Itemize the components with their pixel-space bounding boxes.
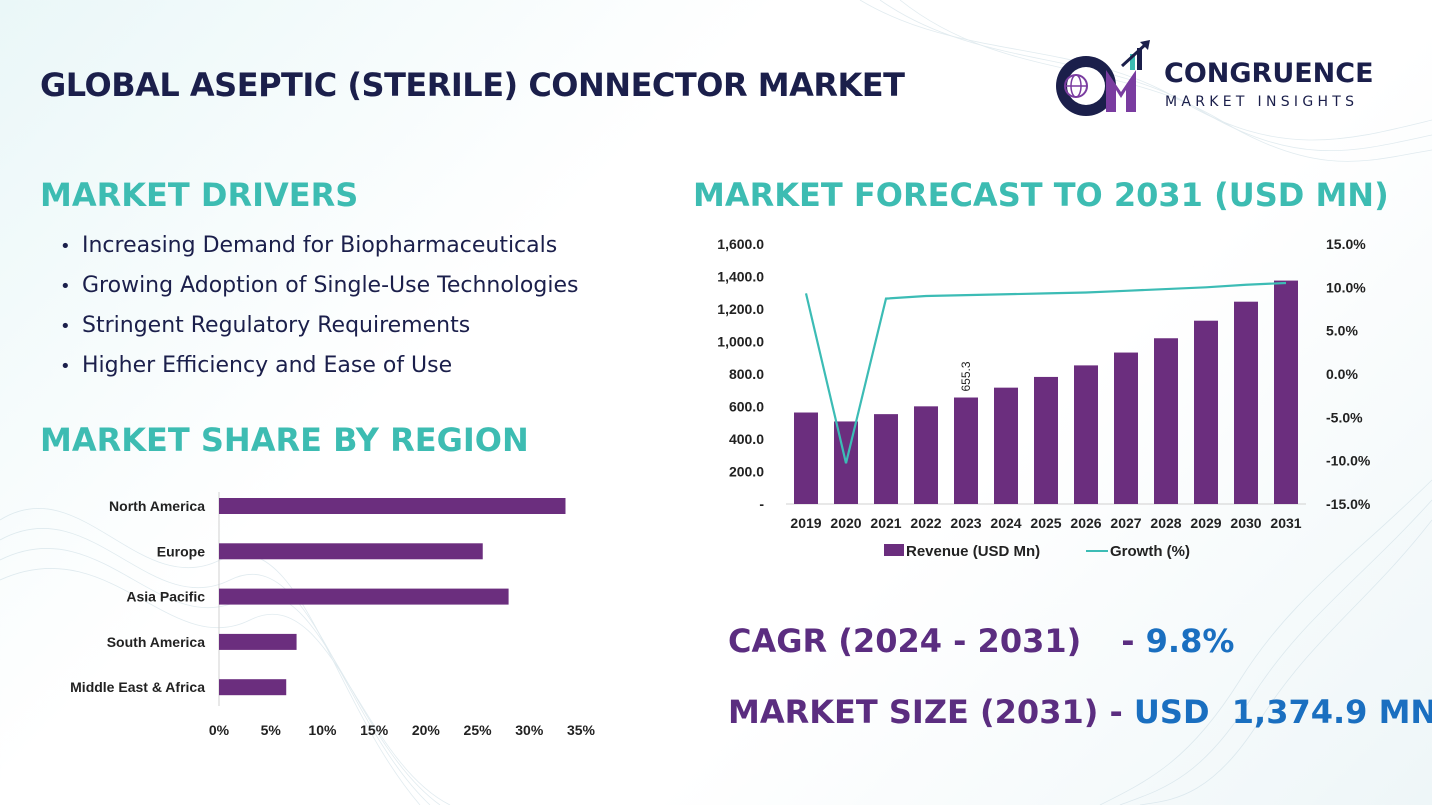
revenue-bar xyxy=(874,414,898,504)
x-tick-label: 25% xyxy=(464,722,493,738)
revenue-bar xyxy=(1074,365,1098,504)
driver-text: Stringent Regulatory Requirements xyxy=(82,313,471,338)
market-size-value: USD 1,374.9 MN xyxy=(1133,693,1432,731)
y-tick-label: 1,200.0 xyxy=(717,301,764,317)
y-tick-label: 800.0 xyxy=(729,366,764,382)
x-tick-label: 2022 xyxy=(910,515,941,531)
x-tick-label: 2020 xyxy=(830,515,861,531)
brand-logo: CONGRUENCE MARKET INSIGHTS xyxy=(1046,40,1396,120)
driver-text: Higher Efficiency and Ease of Use xyxy=(82,353,453,378)
x-tick-label: 2027 xyxy=(1110,515,1141,531)
x-tick-label: 15% xyxy=(360,722,389,738)
revenue-bar xyxy=(1114,352,1138,504)
driver-text: Growing Adoption of Single-Use Technolog… xyxy=(82,273,579,298)
region-label: Europe xyxy=(157,543,205,559)
y-tick-label: 400.0 xyxy=(729,431,764,447)
page-title: GLOBAL ASEPTIC (STERILE) CONNECTOR MARKE… xyxy=(40,66,905,104)
revenue-bar xyxy=(1234,301,1258,504)
region-share-chart: North America Europe Asia Pacific South Ame… xyxy=(70,492,596,738)
revenue-bar xyxy=(794,412,818,504)
y-tick-label: 1,000.0 xyxy=(717,334,764,350)
driver-item: • Increasing Demand for Biopharmaceutical… xyxy=(60,233,558,258)
legend-label-revenue: Revenue (USD Mn) xyxy=(906,543,1040,560)
legend-label-growth: Growth (%) xyxy=(1110,543,1190,560)
x-tick-label: 2019 xyxy=(790,515,821,531)
logo-subtitle: MARKET INSIGHTS xyxy=(1165,94,1359,110)
market-size-kpi: MARKET SIZE (2031) - USD 1,374.9 MN xyxy=(728,693,1432,731)
y2-tick-label: 5.0% xyxy=(1326,323,1358,339)
x-tick-label: 2029 xyxy=(1190,515,1221,531)
cagr-label: CAGR (2024 - 2031) xyxy=(728,622,1082,660)
y2-tick-label: 0.0% xyxy=(1326,366,1358,382)
y2-tick-label: -15.0% xyxy=(1326,496,1371,512)
revenue-bar xyxy=(914,406,938,504)
region-bar xyxy=(219,588,509,605)
y-tick-label: 1,600.0 xyxy=(717,236,764,252)
y2-tick-label: 10.0% xyxy=(1326,279,1366,295)
y-tick-label: 600.0 xyxy=(729,399,764,415)
logo-name: CONGRUENCE xyxy=(1164,58,1374,89)
y2-tick-label: -5.0% xyxy=(1326,409,1363,425)
x-tick-label: 2021 xyxy=(870,515,901,531)
x-tick-label: 20% xyxy=(412,722,441,738)
region-label: Middle East & Africa xyxy=(70,679,205,695)
region-bar xyxy=(219,543,483,560)
y-tick-label: 1,400.0 xyxy=(717,269,764,285)
x-tick-label: 35% xyxy=(567,722,596,738)
region-label: Asia Pacific xyxy=(126,589,205,605)
legend-swatch-revenue xyxy=(884,544,904,556)
cagr-separator: - xyxy=(1121,622,1135,660)
revenue-bar xyxy=(954,397,978,504)
revenue-bar xyxy=(1154,338,1178,504)
x-tick-label: 2030 xyxy=(1230,515,1261,531)
region-bar xyxy=(219,633,297,650)
x-tick-label: 5% xyxy=(261,722,282,738)
cagr-value: 9.8% xyxy=(1145,622,1235,660)
revenue-bar xyxy=(1034,376,1058,504)
driver-item: • Stringent Regulatory Requirements xyxy=(60,313,471,338)
y2-tick-label: 15.0% xyxy=(1326,236,1366,252)
market-size-separator: - xyxy=(1109,693,1123,731)
market-drivers-list: • Increasing Demand for Biopharmaceutical… xyxy=(60,230,578,390)
market-forecast-heading: MARKET FORECAST TO 2031 (USD MN) xyxy=(693,176,1389,214)
x-tick-label: 10% xyxy=(308,722,337,738)
y-tick-label: 200.0 xyxy=(729,464,764,480)
market-size-label: MARKET SIZE (2031) xyxy=(728,693,1099,731)
cagr-kpi: CAGR (2024 - 2031) - 9.8% xyxy=(728,622,1234,660)
x-tick-label: 2028 xyxy=(1150,515,1181,531)
x-tick-label: 30% xyxy=(515,722,544,738)
y-tick-label: - xyxy=(759,496,764,512)
x-tick-label: 2025 xyxy=(1030,515,1061,531)
x-tick-label: 2023 xyxy=(950,515,981,531)
region-bar xyxy=(219,498,566,514)
x-tick-label: 2024 xyxy=(990,515,1021,531)
driver-text: Increasing Demand for Biopharmaceuticals xyxy=(82,233,558,258)
region-label: South America xyxy=(107,634,205,650)
data-label: 655.3 xyxy=(959,361,973,391)
region-label: North America xyxy=(109,498,205,514)
market-share-heading: MARKET SHARE BY REGION xyxy=(40,421,529,459)
region-bar xyxy=(219,679,287,696)
cm-logo-icon xyxy=(1056,40,1150,116)
revenue-bar xyxy=(1274,280,1298,504)
x-tick-label: 0% xyxy=(209,722,230,738)
y2-tick-label: -10.0% xyxy=(1326,453,1371,469)
revenue-bar xyxy=(994,387,1018,504)
x-tick-label: 2031 xyxy=(1270,515,1301,531)
driver-item: • Higher Efficiency and Ease of Use xyxy=(60,353,453,378)
x-tick-label: 2026 xyxy=(1070,515,1101,531)
revenue-bar xyxy=(1194,320,1218,504)
market-drivers-heading: MARKET DRIVERS xyxy=(40,176,359,214)
driver-item: • Growing Adoption of Single-Use Technolo… xyxy=(60,273,579,298)
